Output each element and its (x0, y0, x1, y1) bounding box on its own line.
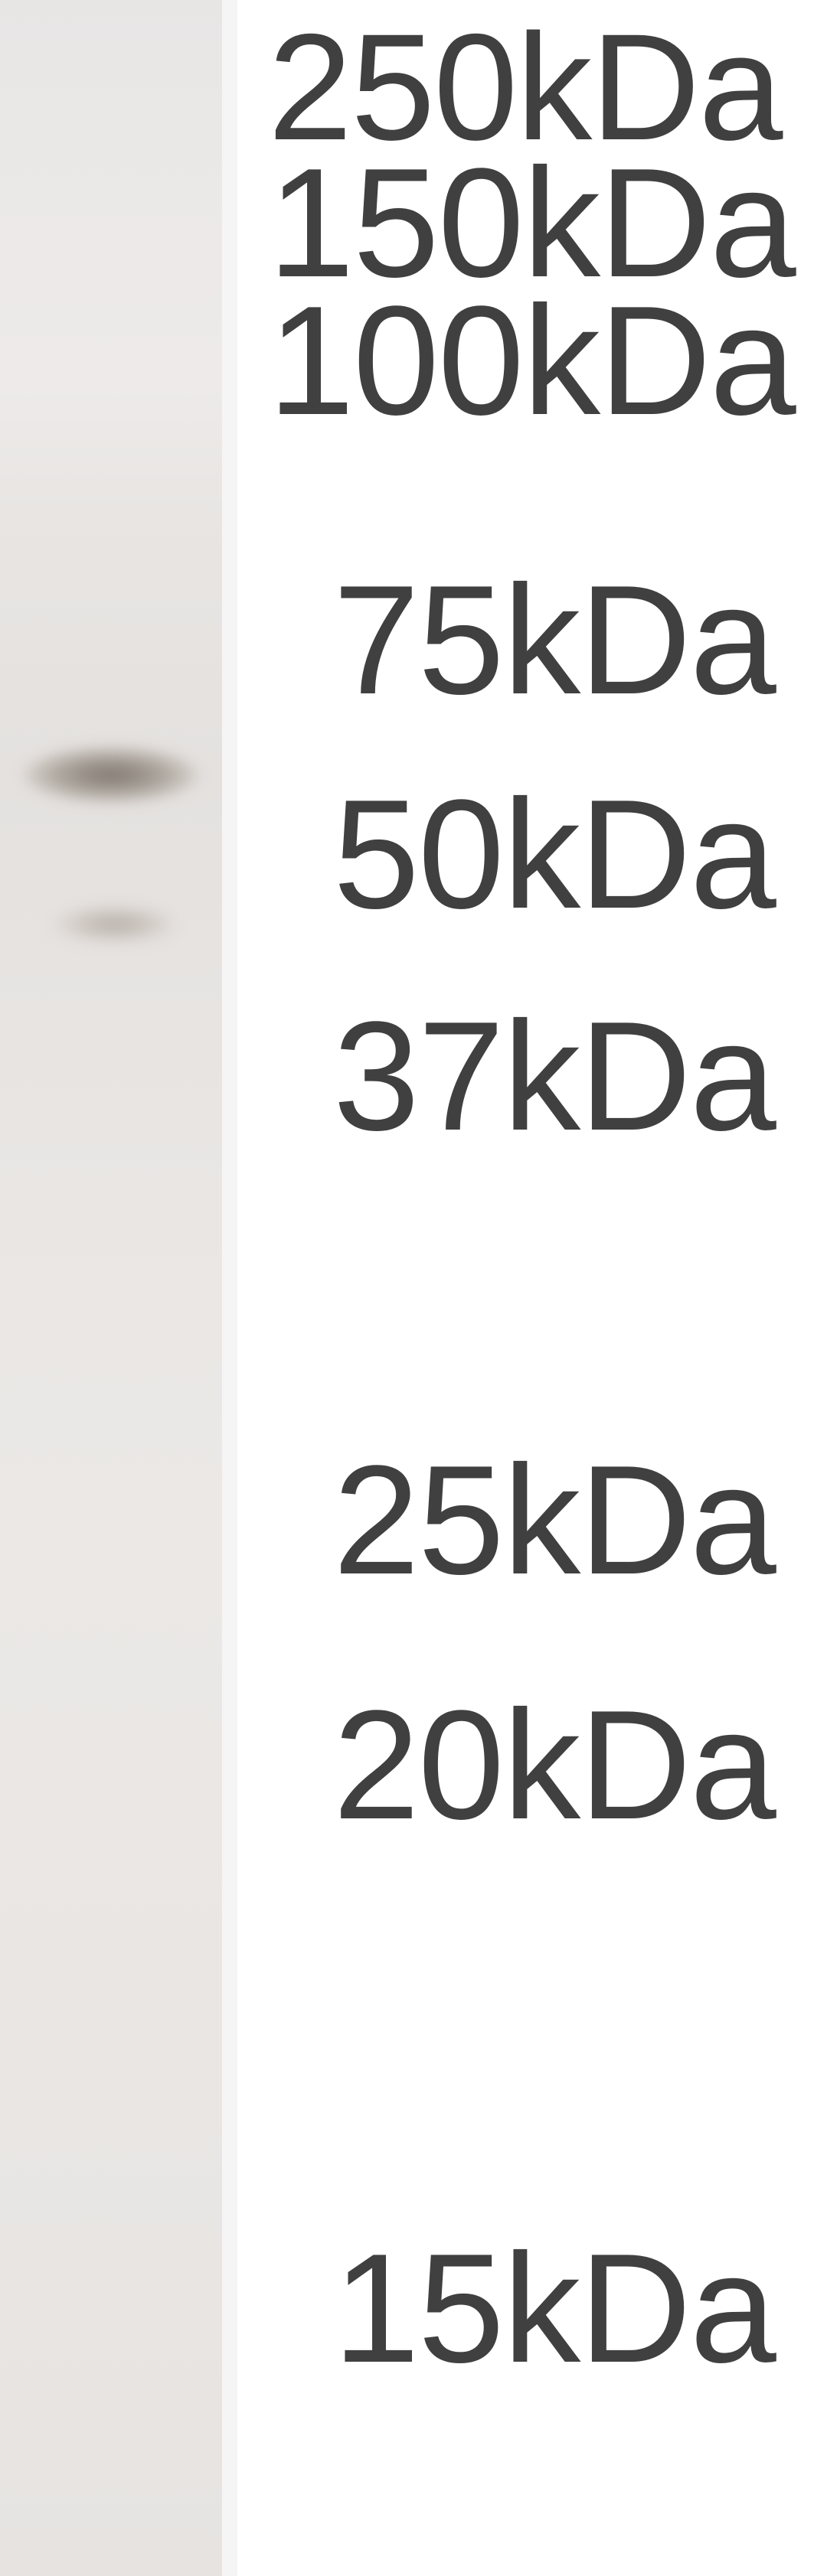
marker-25kda: 25kDa (333, 1431, 775, 1610)
marker-75kda: 75kDa (333, 551, 775, 730)
marker-100kda: 100kDa (268, 272, 795, 451)
blot-lane (0, 0, 222, 2576)
marker-20kda: 20kDa (333, 1676, 775, 1855)
marker-label-column: 250kDa 150kDa 100kDa 75kDa 50kDa 37kDa 2… (237, 0, 827, 2576)
marker-50kda: 50kDa (333, 765, 775, 944)
blot-band-weak (46, 903, 184, 945)
marker-15kda: 15kDa (333, 2219, 775, 2398)
marker-37kda: 37kDa (333, 987, 775, 1166)
blot-band-strong (15, 742, 207, 807)
